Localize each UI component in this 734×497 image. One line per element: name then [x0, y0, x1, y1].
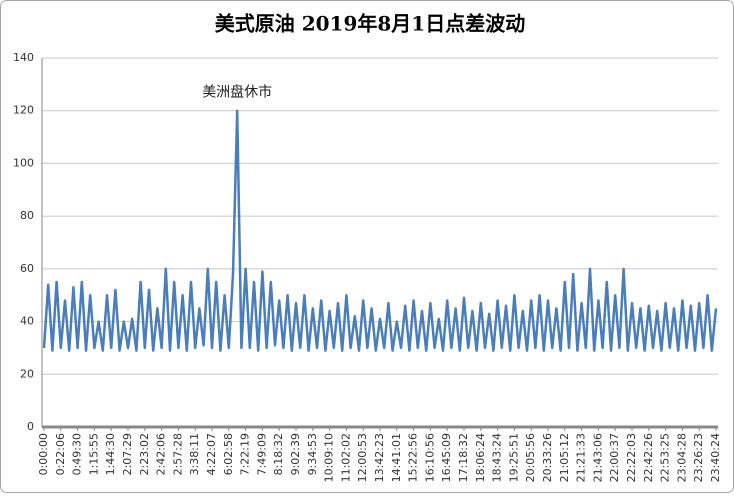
x-tick-label: 1:44:30 — [104, 433, 117, 475]
y-tick-label: 20 — [20, 367, 34, 380]
x-tick-label: 21:21:33 — [575, 433, 588, 482]
x-tick-label: 19:25:51 — [507, 433, 520, 482]
x-tick-label: 20:33:26 — [541, 433, 554, 482]
x-tick-label: 3:38:11 — [188, 433, 201, 475]
x-tick-label: 15:22:56 — [407, 433, 420, 482]
x-tick-label: 9:02:39 — [289, 433, 302, 475]
x-tick-label: 14:41:01 — [390, 433, 403, 482]
x-tick-label: 4:22:07 — [205, 433, 218, 475]
x-tick-label: 13:42:23 — [373, 433, 386, 482]
x-tick-label: 23:04:28 — [675, 433, 688, 482]
y-tick-label: 140 — [13, 51, 34, 64]
x-tick-label: 10:09:10 — [323, 433, 336, 482]
line-series — [42, 109, 718, 352]
x-tick-label: 7:22:19 — [239, 433, 252, 475]
x-tick-label: 2:57:28 — [171, 433, 184, 475]
x-tick-label: 2:23:02 — [138, 433, 151, 475]
x-tick-label: 0:22:06 — [54, 433, 67, 475]
x-tick-label: 1:15:55 — [87, 433, 100, 475]
x-tick-label: 7:49:09 — [255, 433, 268, 475]
x-tick-label: 21:43:06 — [591, 433, 604, 482]
x-tick-label: 23:26:23 — [692, 433, 705, 482]
y-tick-label: 0 — [27, 420, 34, 433]
chart-title: 美式原油 2019年8月1日点差波动 — [215, 12, 525, 36]
x-tick-label: 12:00:53 — [356, 433, 369, 482]
x-tick-label: 18:43:24 — [491, 433, 504, 482]
x-tick-label: 2:42:06 — [155, 433, 168, 475]
x-tick-label: 23:40:24 — [709, 433, 722, 482]
x-tick-label: 20:05:56 — [524, 433, 537, 482]
x-tick-label: 17:18:32 — [457, 433, 470, 482]
annotation: 美洲盘休市 — [202, 84, 272, 101]
x-tick-label: 2:07:29 — [121, 433, 134, 475]
y-tick-label: 120 — [13, 104, 34, 117]
x-tick-label: 22:00:37 — [608, 433, 621, 482]
x-tick-label: 0:00:00 — [37, 433, 50, 475]
y-tick-label: 60 — [20, 262, 34, 275]
y-tick-label: 100 — [13, 156, 34, 169]
x-tick-label: 22:53:25 — [659, 433, 672, 482]
x-tick-label: 9:34:53 — [306, 433, 319, 475]
x-tick-label: 11:02:02 — [339, 433, 352, 482]
y-tick-label: 40 — [20, 315, 34, 328]
x-tick-label: 18:06:24 — [474, 433, 487, 482]
x-tick-label: 16:10:56 — [423, 433, 436, 482]
x-tick-label: 6:02:58 — [222, 433, 235, 475]
x-tick-label: 22:42:26 — [642, 433, 655, 482]
y-tick-label: 80 — [20, 209, 34, 222]
x-tick-label: 16:45:09 — [440, 433, 453, 482]
x-tick-label: 21:05:12 — [558, 433, 571, 482]
x-tick-label: 8:18:32 — [272, 433, 285, 475]
x-tick-label: 0:49:30 — [71, 433, 84, 475]
x-tick-label: 22:22:03 — [625, 433, 638, 482]
